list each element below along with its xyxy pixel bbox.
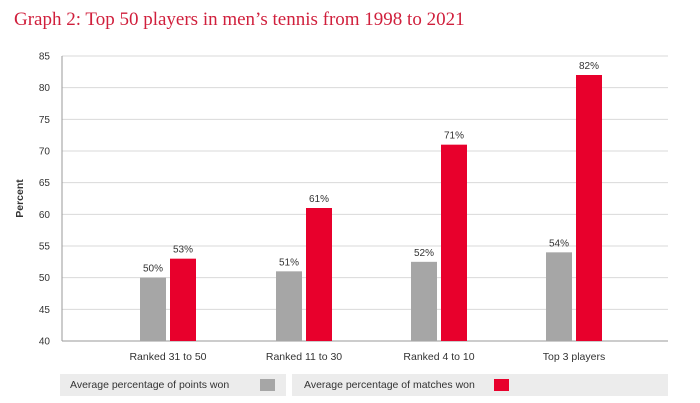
legend-item-matches: Average percentage of matches won xyxy=(304,374,475,396)
data-label: 52% xyxy=(414,248,434,259)
legend-separator xyxy=(286,374,292,396)
bar-points-won xyxy=(546,252,572,341)
y-tick-label: 40 xyxy=(39,337,51,348)
data-label: 50% xyxy=(143,264,163,275)
data-label: 54% xyxy=(549,238,569,249)
y-tick-label: 60 xyxy=(39,210,51,221)
y-tick-label: 85 xyxy=(39,52,51,63)
legend-item-points: Average percentage of points won xyxy=(70,374,229,396)
legend-label-points: Average percentage of points won xyxy=(70,379,230,391)
data-label: 82% xyxy=(579,61,599,72)
x-tick-label: Ranked 31 to 50 xyxy=(129,351,206,363)
bar-matches-won xyxy=(170,258,196,341)
y-tick-label: 50 xyxy=(39,273,51,284)
y-tick-label: 65 xyxy=(39,178,51,189)
y-tick-label: 70 xyxy=(39,147,51,158)
data-label: 51% xyxy=(279,257,299,268)
bar-matches-won xyxy=(441,144,467,341)
y-tick-label: 45 xyxy=(39,305,51,316)
data-label: 53% xyxy=(173,245,193,256)
legend: Average percentage of points won Average… xyxy=(60,374,668,396)
data-label: 61% xyxy=(309,194,329,205)
chart-title: Graph 2: Top 50 players in men’s tennis … xyxy=(14,9,465,30)
x-tick-label: Top 3 players xyxy=(543,351,605,363)
bar-matches-won xyxy=(576,75,602,341)
bar-points-won xyxy=(411,261,437,341)
y-tick-label: 80 xyxy=(39,83,51,94)
y-tick-label: 55 xyxy=(39,242,51,253)
y-tick-label: 75 xyxy=(39,115,51,126)
legend-swatch-matches xyxy=(494,379,509,391)
bar-matches-won xyxy=(306,208,332,341)
legend-swatch-points xyxy=(260,379,275,391)
legend-label-matches: Average percentage of matches won xyxy=(304,379,475,391)
x-tick-label: Ranked 11 to 30 xyxy=(266,351,342,363)
data-label: 71% xyxy=(444,131,464,142)
bar-points-won xyxy=(140,277,166,341)
x-tick-label: Ranked 4 to 10 xyxy=(403,351,474,363)
bar-points-won xyxy=(276,271,302,341)
y-axis-title: Percent xyxy=(14,179,26,218)
